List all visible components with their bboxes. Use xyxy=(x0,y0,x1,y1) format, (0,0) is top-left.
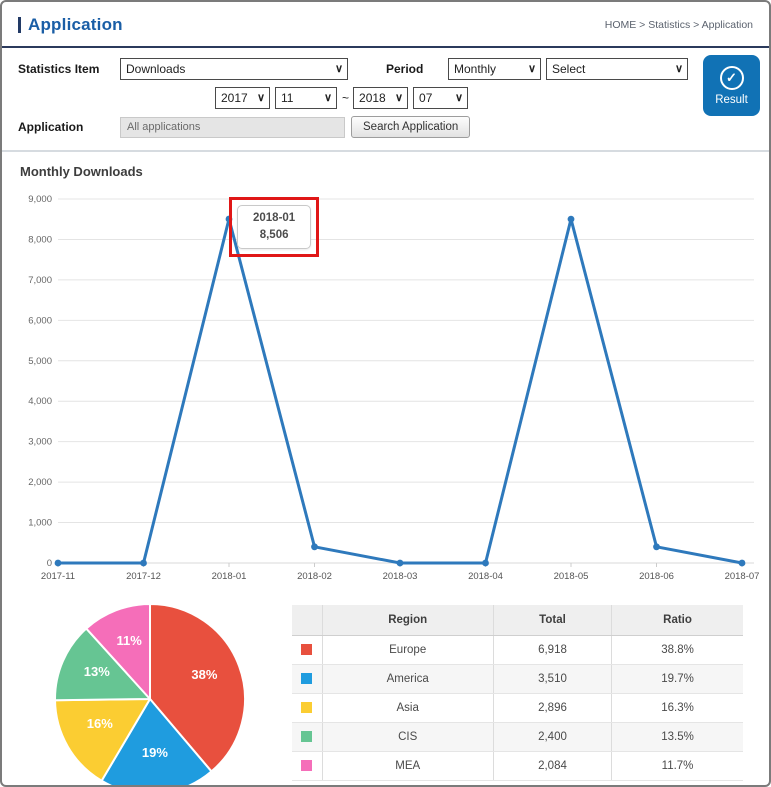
to-year-select-wrap: 2018 ∨ xyxy=(353,87,409,109)
to-month-select-wrap: 07 ∨ xyxy=(413,87,469,109)
region-cell: America xyxy=(322,664,494,694)
period-preset-select[interactable]: Select xyxy=(546,58,688,80)
page-title: Application xyxy=(28,15,123,34)
svg-text:13%: 13% xyxy=(84,664,110,679)
table-row: Asia 2,896 16.3% xyxy=(292,693,743,723)
region-cell: CIS xyxy=(322,722,494,752)
ratio-cell: 16.3% xyxy=(611,693,743,723)
svg-text:2017-11: 2017-11 xyxy=(41,571,75,582)
region-header: Region xyxy=(322,605,494,636)
svg-text:2017-12: 2017-12 xyxy=(126,571,161,582)
total-header: Total xyxy=(493,605,613,636)
region-table: Region Total Ratio Europe 6,918 38.8% Am… xyxy=(292,605,743,781)
application-input[interactable] xyxy=(120,116,345,138)
total-cell: 6,918 xyxy=(493,635,613,665)
region-cell: MEA xyxy=(322,751,494,781)
statistics-item-select[interactable]: Downloads xyxy=(120,58,348,80)
region-cell: Europe xyxy=(322,635,494,665)
region-color-swatch xyxy=(301,759,313,771)
search-application-button[interactable]: Search Application xyxy=(351,116,471,138)
pie-chart-box: 38% 19% 16% 13% 11% xyxy=(50,599,250,785)
ratio-cell: 19.7% xyxy=(611,664,743,694)
total-cell: 2,896 xyxy=(493,693,613,723)
from-year-select-wrap: 2017 ∨ xyxy=(215,87,270,109)
page-header: Application HOME > Statistics > Applicat… xyxy=(2,2,769,48)
table-row: CIS 2,400 13.5% xyxy=(292,722,743,752)
statistics-item-label: Statistics Item xyxy=(18,62,100,76)
svg-text:11%: 11% xyxy=(117,633,143,648)
region-color-swatch xyxy=(301,643,313,655)
ratio-cell: 13.5% xyxy=(611,722,743,752)
region-color-swatch xyxy=(301,701,313,713)
tooltip-date: 2018-01 xyxy=(253,212,296,224)
result-button-label: Result xyxy=(715,93,748,106)
region-color-swatch xyxy=(301,672,313,684)
table-row: Europe 6,918 38.8% xyxy=(292,635,743,665)
filter-form: Statistics Item Downloads ∨ Period Month… xyxy=(2,48,769,152)
svg-text:8,000: 8,000 xyxy=(28,234,52,245)
tooltip-highlight-box: 2018-01 8,506 xyxy=(229,197,320,257)
from-month-select[interactable]: 11 xyxy=(275,87,337,109)
svg-text:5,000: 5,000 xyxy=(28,356,52,367)
total-cell: 3,510 xyxy=(493,664,613,694)
svg-text:19%: 19% xyxy=(142,745,168,760)
range-separator: ~ xyxy=(342,91,350,105)
period-preset-select-wrap: Select ∨ xyxy=(546,58,688,80)
ratio-cell: 11.7% xyxy=(611,751,743,781)
svg-text:2018-01: 2018-01 xyxy=(212,571,247,582)
from-year-select[interactable]: 2017 xyxy=(215,87,270,109)
svg-text:38%: 38% xyxy=(191,667,217,682)
tooltip-value: 8,506 xyxy=(259,229,289,241)
swatch-header-cell xyxy=(292,605,323,636)
region-color-swatch xyxy=(301,730,313,742)
svg-text:7,000: 7,000 xyxy=(28,275,52,286)
svg-text:16%: 16% xyxy=(87,716,113,731)
period-type-select-wrap: Monthly ∨ xyxy=(448,58,541,80)
to-month-select[interactable]: 07 xyxy=(413,87,469,109)
svg-text:9,000: 9,000 xyxy=(28,194,52,205)
svg-text:0: 0 xyxy=(47,558,52,569)
svg-text:2018-06: 2018-06 xyxy=(639,571,674,582)
result-button[interactable]: ✓ Result xyxy=(703,55,760,116)
pie-chart-canvas: 38% 19% 16% 13% 11% xyxy=(54,603,246,785)
svg-text:4,000: 4,000 xyxy=(28,396,52,407)
chart-tooltip: 2018-01 8,506 xyxy=(237,205,312,249)
svg-text:6,000: 6,000 xyxy=(28,315,52,326)
svg-text:2018-04: 2018-04 xyxy=(468,571,503,582)
line-chart-wrap: 0 1,000 2,000 3,000 4,000 5,000 6,000 7,000 8,00… xyxy=(2,187,769,587)
svg-text:1,000: 1,000 xyxy=(28,518,52,529)
table-row: MEA 2,084 11.7% xyxy=(292,751,743,781)
statistics-item-select-wrap: Downloads ∨ xyxy=(120,58,348,80)
svg-text:3,000: 3,000 xyxy=(28,437,52,448)
monthly-downloads-section: Monthly Downloads 0 1,000 2,000 3,000 4,000 5… xyxy=(2,152,769,587)
svg-text:2018-05: 2018-05 xyxy=(554,571,589,582)
application-label: Application xyxy=(18,120,84,134)
check-circle-icon: ✓ xyxy=(719,65,744,90)
svg-text:2018-07: 2018-07 xyxy=(725,571,760,582)
table-row: America 3,510 19.7% xyxy=(292,664,743,694)
total-cell: 2,400 xyxy=(493,722,613,752)
chart-title: Monthly Downloads xyxy=(20,164,143,179)
region-breakdown-section: 38% 19% 16% 13% 11% Region Total Ratio Europ… xyxy=(2,587,769,785)
total-cell: 2,084 xyxy=(493,751,613,781)
svg-text:2018-03: 2018-03 xyxy=(383,571,418,582)
line-chart-canvas: 0 1,000 2,000 3,000 4,000 5,000 6,000 7,000 8,00… xyxy=(28,194,760,582)
ratio-cell: 38.8% xyxy=(611,635,743,665)
period-type-select[interactable]: Monthly xyxy=(448,58,541,80)
breadcrumb[interactable]: HOME > Statistics > Application xyxy=(604,19,753,31)
ratio-header: Ratio xyxy=(611,605,743,636)
svg-text:2018-02: 2018-02 xyxy=(297,571,332,582)
from-month-select-wrap: 11 ∨ xyxy=(275,87,337,109)
to-year-select[interactable]: 2018 xyxy=(353,87,409,109)
table-header-row: Region Total Ratio xyxy=(292,605,743,636)
title-accent-bar xyxy=(18,17,21,33)
region-cell: Asia xyxy=(322,693,494,723)
period-label: Period xyxy=(386,62,424,76)
svg-text:2,000: 2,000 xyxy=(28,477,52,488)
